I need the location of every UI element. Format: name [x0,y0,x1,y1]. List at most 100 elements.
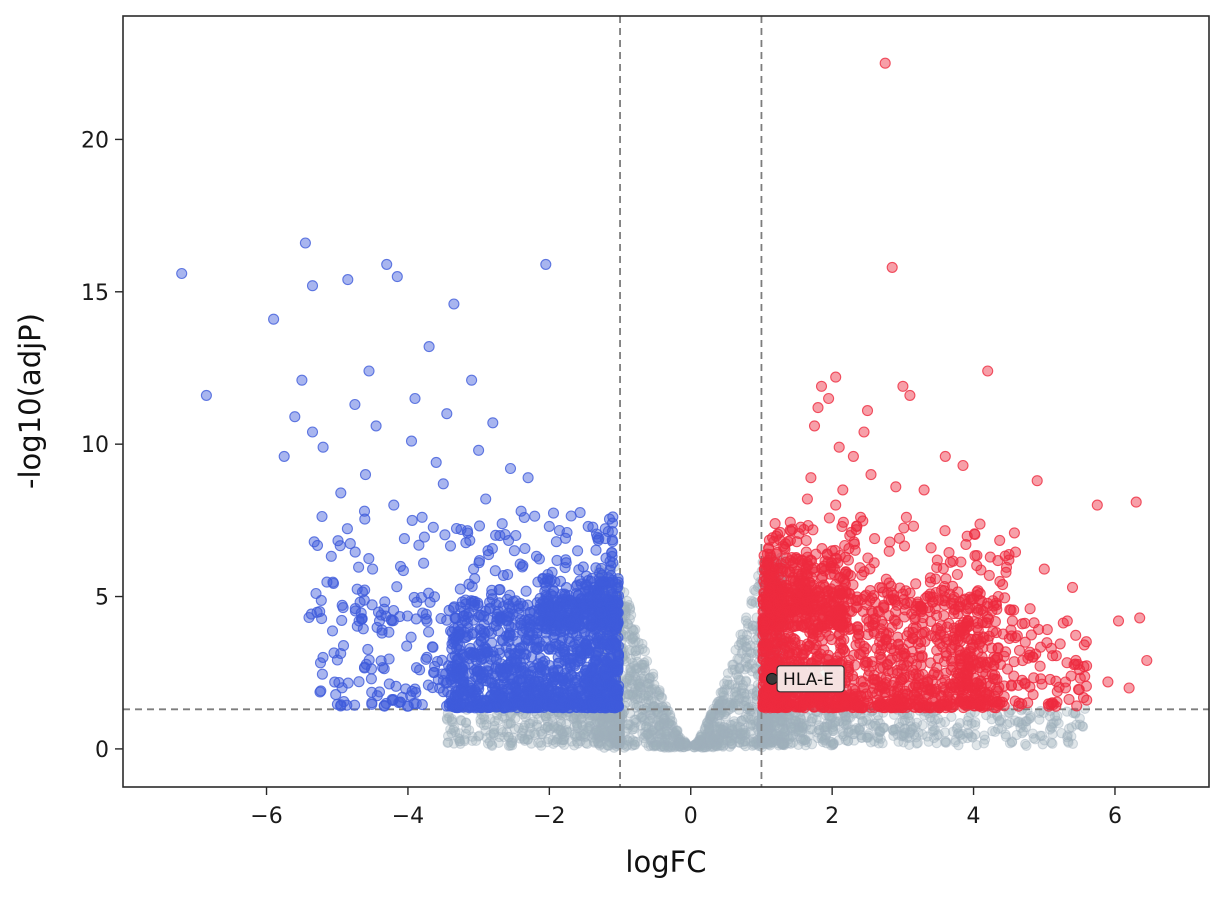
data-point [899,671,911,683]
data-point [336,682,348,694]
data-point [475,635,487,647]
data-point [706,738,717,749]
data-point [660,729,672,740]
data-point [514,558,526,570]
data-point [892,639,904,651]
data-point [629,660,640,672]
data-point [682,740,693,751]
data-point [590,655,602,668]
data-point [861,695,873,707]
data-point [747,740,758,751]
data-point [582,738,593,750]
data-point [268,313,280,325]
data-point [716,697,728,708]
data-point [430,456,442,468]
data-point [548,702,560,714]
data-point [645,672,656,683]
data-point [335,647,347,660]
data-point [613,717,625,729]
data-point [827,725,838,736]
data-point [697,738,708,749]
data-point [863,732,874,743]
data-point [631,736,643,747]
data-point [978,738,990,749]
data-point [735,734,746,745]
data-point [405,631,417,643]
data-point [732,725,743,736]
data-point [647,713,658,724]
data-point [370,420,382,432]
data-point [648,740,659,751]
data-point [689,739,701,750]
data-point [418,557,430,569]
data-point [734,662,745,673]
data-point [641,656,653,667]
data-point [630,663,642,674]
data-point [703,722,714,733]
data-point [728,716,740,727]
data-point [775,716,786,727]
data-point [473,520,486,532]
data-point [552,651,564,663]
data-point [638,676,650,687]
data-point [669,742,680,753]
data-point [889,606,902,618]
data-point [560,554,572,566]
data-point [593,738,604,749]
data-point [635,683,646,695]
data-point [629,631,640,642]
data-point [577,561,589,573]
data-point [696,738,707,749]
data-point [630,674,641,686]
data-point [720,711,731,722]
data-point [625,719,636,731]
data-point [783,636,795,648]
data-point [743,652,754,664]
data-point [632,663,643,674]
data-point [636,712,648,723]
data-point [695,732,706,743]
data-point [896,649,908,662]
data-point [640,730,651,741]
data-point [738,739,749,750]
data-point [660,736,671,748]
data-point [634,678,645,689]
data-point [706,732,718,744]
data-point [643,688,654,699]
data-point [644,673,655,684]
data-point [713,737,724,749]
data-point [410,613,422,625]
data-point [579,665,591,677]
data-point [640,727,651,738]
data-point [373,615,386,627]
data-point [640,721,652,732]
data-point [734,692,745,704]
data-point [776,736,788,748]
data-point [387,694,399,706]
data-point [714,696,725,707]
data-point [740,700,751,712]
data-point [278,450,290,462]
data-point [625,667,637,678]
data-point [740,641,752,652]
data-point [736,715,747,727]
data-point [658,718,670,729]
data-point [919,681,931,693]
data-point [787,737,799,748]
data-point [730,683,741,694]
data-point [729,718,740,729]
data-point [699,742,710,753]
data-point [635,720,647,731]
data-point [506,740,518,751]
data-point [584,591,596,603]
data-point [903,699,915,711]
data-point [811,714,822,725]
data-point [409,392,421,405]
data-point [341,523,353,535]
data-point [704,714,716,725]
data-point [726,730,737,741]
data-point [680,737,691,749]
data-point [626,666,637,677]
data-point [828,738,839,749]
data-point [678,742,689,753]
